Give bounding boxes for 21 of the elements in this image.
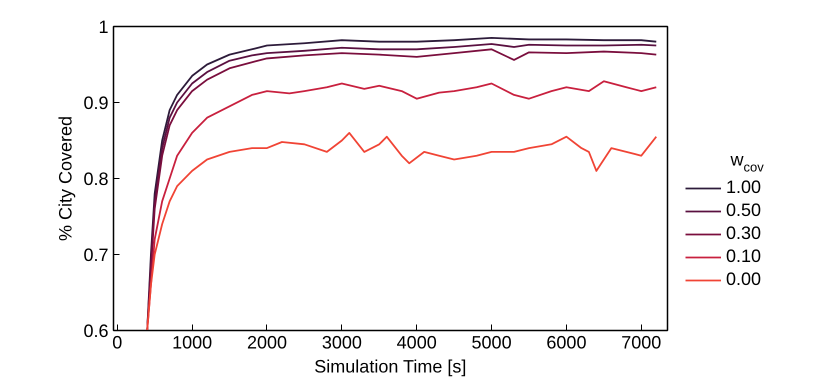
legend-label: 0.10: [726, 246, 762, 267]
legend-label: 0.50: [726, 200, 762, 221]
x-tick-label: 4000: [396, 332, 437, 352]
y-tick-label: 0.6: [83, 321, 109, 341]
y-tick-label: 1: [98, 17, 109, 37]
y-tick-label: 0.8: [83, 169, 109, 189]
x-tick-label: 5000: [472, 332, 512, 352]
x-tick-label: 6000: [546, 332, 586, 352]
y-tick-label: 0.9: [83, 93, 109, 113]
x-tick-label: 0: [112, 332, 122, 352]
legend-label: 1.00: [726, 177, 762, 198]
line-series: [146, 132, 658, 330]
legend-label: 0.00: [726, 269, 762, 290]
x-tick-label: 2000: [246, 332, 287, 352]
x-tick-label: 3000: [322, 332, 362, 352]
y-tick-label: 0.7: [83, 245, 109, 265]
legend-label: 0.30: [726, 223, 762, 244]
x-tick-label: 7000: [621, 332, 662, 352]
y-axis-title: % City Covered: [55, 116, 76, 242]
x-axis-title: Simulation Time [s]: [314, 356, 466, 376]
x-tick-label: 1000: [172, 332, 212, 352]
